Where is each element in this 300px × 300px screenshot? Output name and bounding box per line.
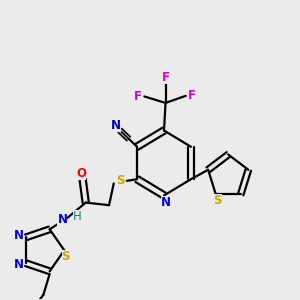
Text: O: O bbox=[76, 167, 86, 180]
Text: S: S bbox=[61, 250, 70, 263]
Text: N: N bbox=[160, 196, 171, 209]
Text: N: N bbox=[14, 258, 24, 272]
Text: H: H bbox=[73, 210, 82, 223]
Text: F: F bbox=[162, 71, 170, 84]
Text: S: S bbox=[116, 174, 124, 187]
Text: F: F bbox=[134, 90, 142, 103]
Text: S: S bbox=[213, 194, 222, 208]
Text: N: N bbox=[14, 229, 24, 242]
Text: N: N bbox=[111, 119, 121, 132]
Text: N: N bbox=[57, 213, 68, 226]
Text: F: F bbox=[188, 89, 196, 102]
